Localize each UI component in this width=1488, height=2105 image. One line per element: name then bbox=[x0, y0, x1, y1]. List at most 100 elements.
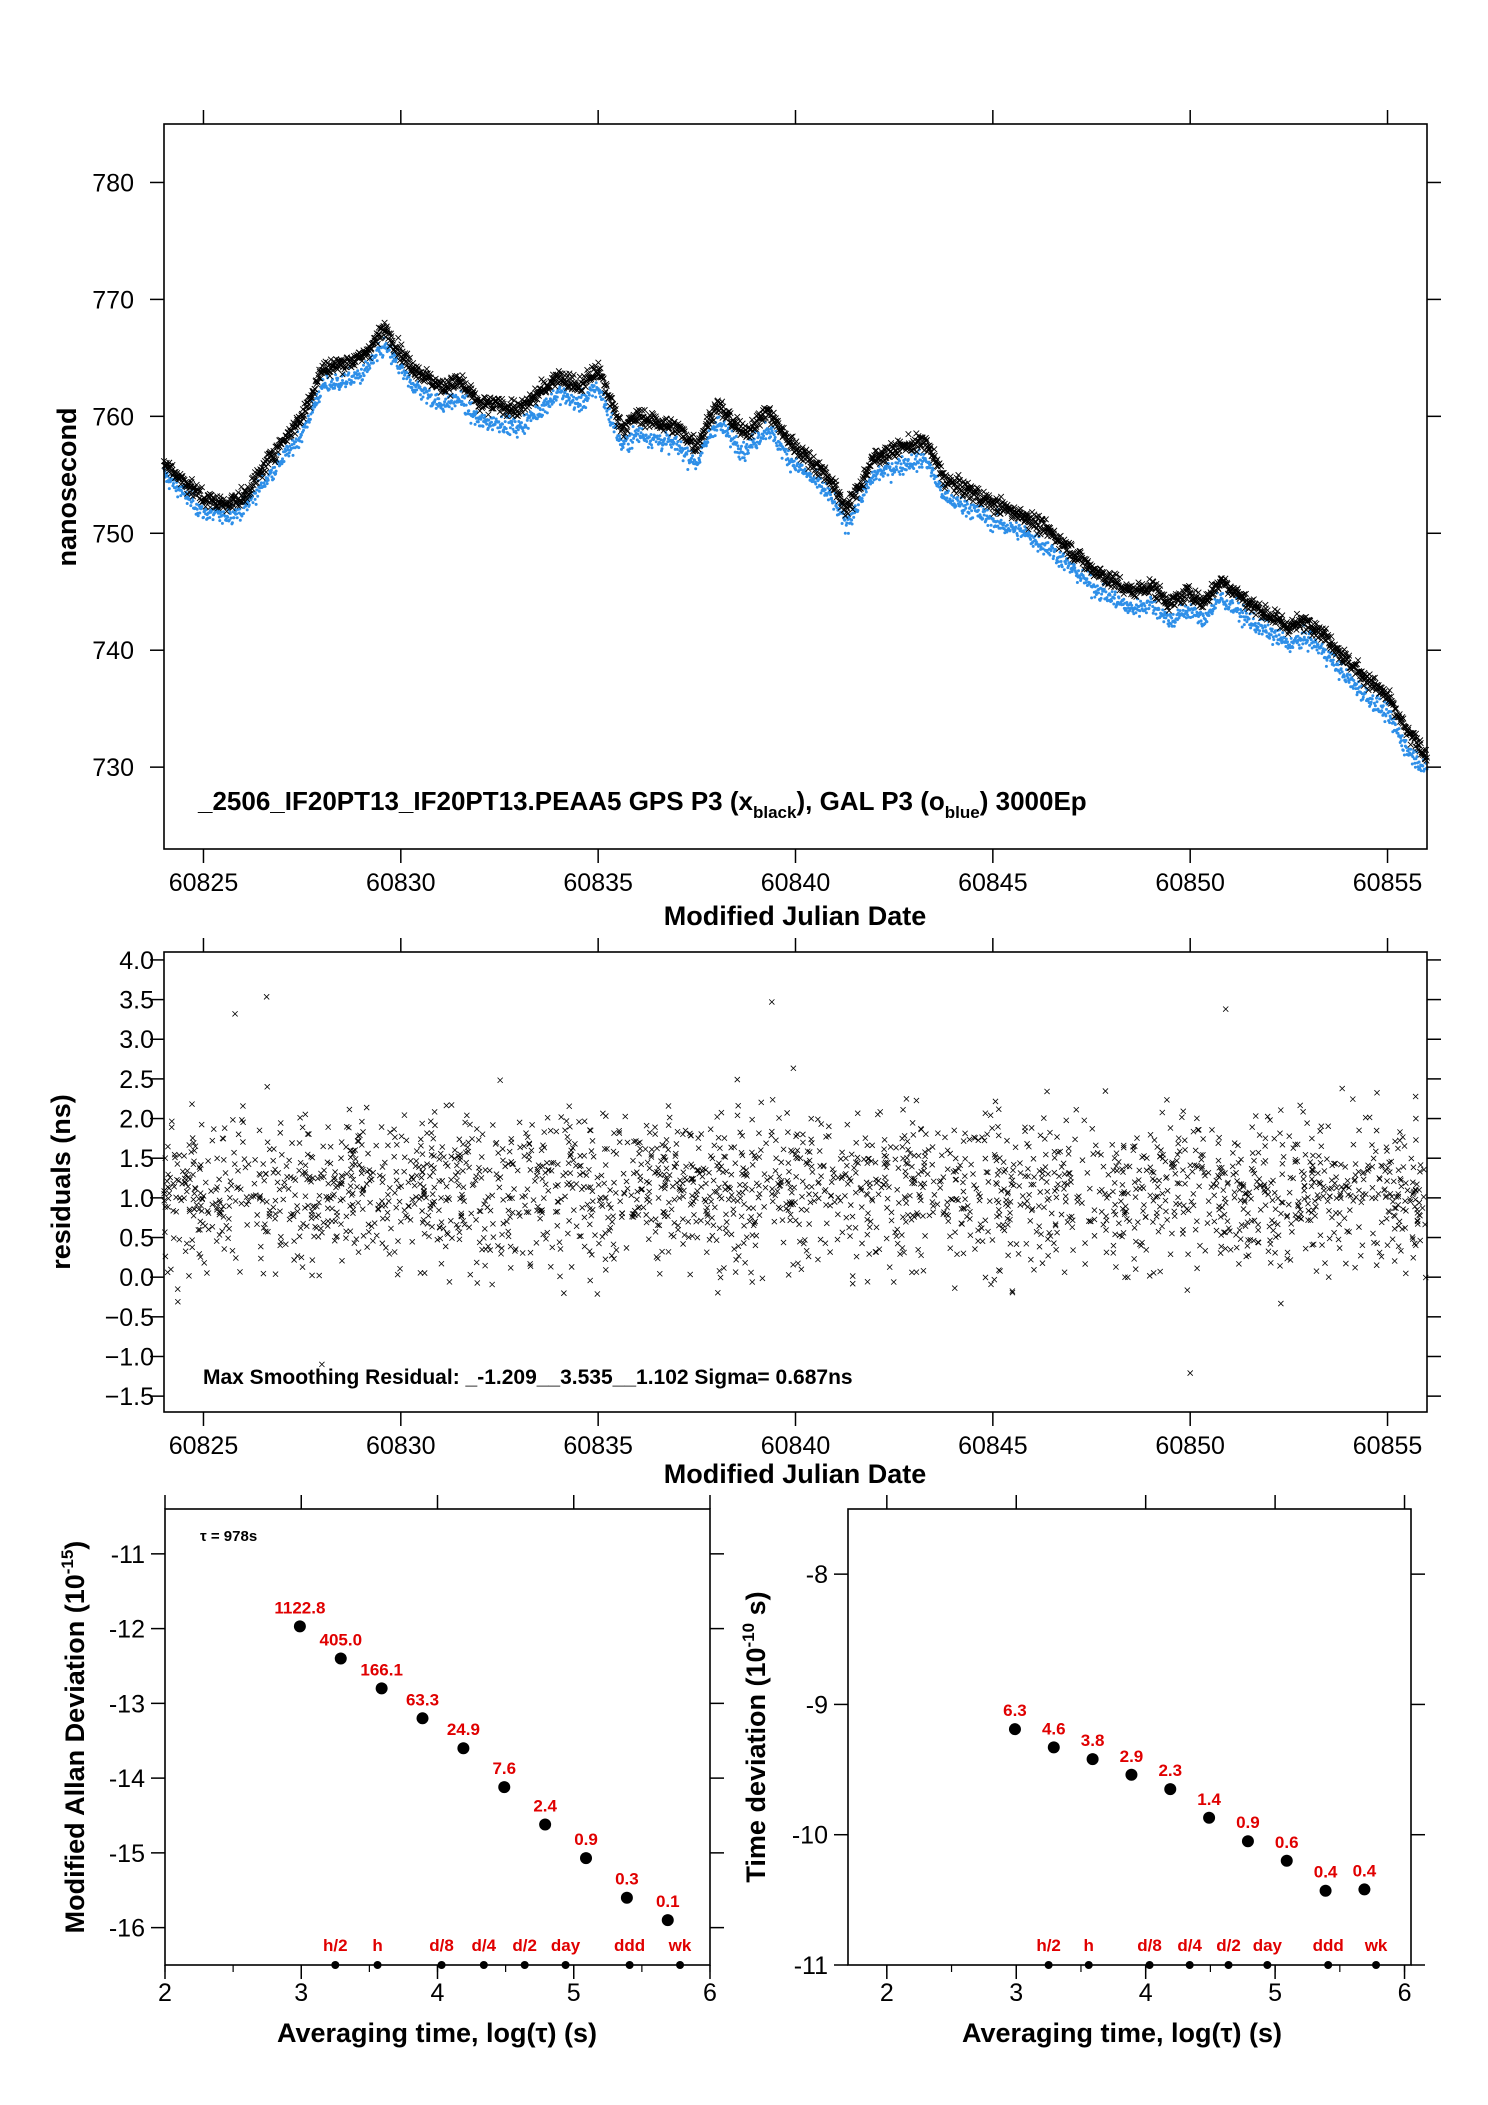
gal-point bbox=[513, 420, 517, 424]
gal-point bbox=[1410, 762, 1414, 766]
gal-point bbox=[377, 350, 381, 353]
gal-point bbox=[1036, 549, 1040, 553]
gal-point bbox=[658, 434, 662, 438]
gal-point bbox=[664, 442, 668, 446]
y-tick-label: 780 bbox=[92, 169, 134, 197]
gal-point bbox=[478, 424, 482, 428]
gal-point bbox=[1108, 593, 1112, 597]
gal-point bbox=[830, 496, 834, 500]
gps-point bbox=[1293, 610, 1301, 617]
gal-point bbox=[1134, 611, 1138, 615]
gal-point bbox=[970, 509, 974, 513]
gal-point bbox=[560, 389, 564, 393]
gal-point bbox=[463, 396, 467, 400]
gal-point bbox=[475, 410, 479, 414]
gal-point bbox=[1306, 639, 1309, 642]
residual-point bbox=[1100, 1221, 1107, 1228]
gal-point bbox=[427, 388, 431, 392]
gal-point bbox=[986, 524, 990, 527]
gal-point bbox=[1266, 623, 1270, 627]
gal-point bbox=[238, 507, 242, 511]
gps-point bbox=[263, 468, 270, 476]
gal-point bbox=[889, 480, 893, 484]
gal-point bbox=[504, 427, 508, 431]
residual-point bbox=[1336, 1210, 1343, 1216]
gal-point bbox=[631, 425, 635, 429]
gal-point bbox=[1225, 599, 1229, 603]
gps-series-points bbox=[160, 319, 1431, 764]
gal-point bbox=[1008, 529, 1012, 533]
gal-point bbox=[627, 450, 631, 453]
gal-point bbox=[1331, 658, 1335, 662]
residual-point bbox=[570, 1207, 577, 1214]
gal-point bbox=[274, 469, 278, 473]
gal-point bbox=[676, 452, 680, 456]
gal-point bbox=[347, 371, 351, 375]
gal-point bbox=[715, 428, 719, 432]
gal-point bbox=[1405, 746, 1408, 749]
gal-point bbox=[356, 369, 360, 373]
residual-point bbox=[756, 1212, 763, 1219]
gal-point bbox=[1031, 544, 1035, 548]
gal-point bbox=[874, 477, 878, 481]
gps-point bbox=[1256, 600, 1263, 607]
residual-point bbox=[1395, 1191, 1402, 1197]
gal-point bbox=[552, 400, 556, 404]
y-tick-label: 730 bbox=[92, 754, 134, 782]
gal-point bbox=[691, 454, 695, 458]
gal-point bbox=[843, 531, 847, 535]
gal-point bbox=[1380, 709, 1384, 713]
gal-point bbox=[905, 462, 909, 466]
gal-point bbox=[637, 426, 641, 430]
gal-point bbox=[850, 522, 854, 526]
residual-point bbox=[1402, 1198, 1408, 1204]
gal-point bbox=[1244, 611, 1248, 615]
gal-point bbox=[1184, 616, 1188, 620]
gal-point bbox=[1352, 679, 1356, 682]
gal-point bbox=[464, 403, 468, 407]
gal-point bbox=[779, 447, 782, 451]
gal-point bbox=[179, 494, 183, 498]
residual-point bbox=[1350, 1141, 1357, 1148]
gal-point bbox=[368, 366, 372, 370]
gal-point bbox=[746, 451, 750, 455]
gal-point bbox=[1271, 635, 1275, 639]
gal-point bbox=[315, 401, 319, 405]
gal-point bbox=[764, 437, 768, 441]
gal-point bbox=[286, 448, 290, 452]
gal-point bbox=[306, 414, 310, 418]
residual-point bbox=[1054, 1229, 1060, 1236]
time-series-panel: 60825 60830 60835 60840 60845 60850 6085573074… bbox=[52, 110, 1441, 931]
gal-point bbox=[1085, 577, 1089, 581]
gal-point bbox=[1381, 704, 1385, 708]
gal-point bbox=[1042, 552, 1046, 556]
gal-point bbox=[686, 449, 690, 453]
gal-point bbox=[1237, 601, 1240, 605]
residual-point bbox=[1054, 1134, 1060, 1140]
gal-point bbox=[1288, 650, 1292, 654]
gal-point bbox=[961, 511, 965, 515]
gal-point bbox=[694, 467, 698, 471]
gal-point bbox=[1059, 560, 1063, 563]
gal-point bbox=[773, 435, 777, 439]
gal-point bbox=[636, 429, 640, 433]
gal-point bbox=[852, 515, 856, 519]
gal-point bbox=[814, 482, 818, 486]
gal-point bbox=[1147, 607, 1151, 610]
gal-point bbox=[1375, 700, 1379, 704]
gal-point bbox=[878, 478, 881, 482]
gal-point bbox=[516, 428, 520, 432]
gal-point bbox=[920, 462, 924, 466]
gal-point bbox=[500, 415, 503, 419]
gal-point bbox=[1095, 584, 1099, 588]
gal-point bbox=[1171, 612, 1175, 616]
gal-point bbox=[871, 481, 875, 484]
gal-point bbox=[1401, 748, 1405, 752]
gal-point bbox=[740, 444, 743, 448]
gal-point bbox=[294, 440, 298, 444]
gal-point bbox=[352, 374, 355, 378]
gal-point bbox=[541, 413, 544, 417]
gal-point bbox=[1227, 605, 1231, 609]
gal-point bbox=[200, 505, 204, 509]
gal-point bbox=[508, 426, 512, 430]
